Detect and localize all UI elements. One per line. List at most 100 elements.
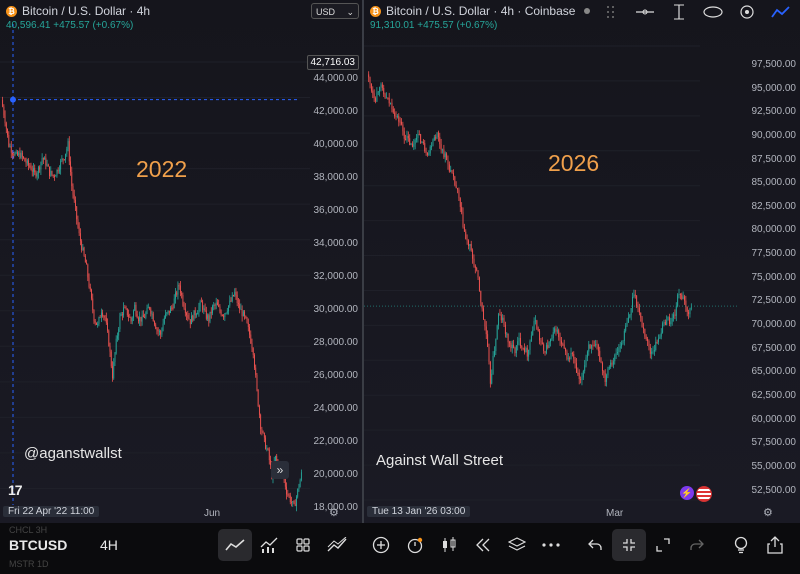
price-tick-label: 75,000.00 bbox=[751, 271, 797, 283]
candle bbox=[131, 316, 133, 325]
candle bbox=[380, 82, 382, 92]
candle bbox=[673, 312, 675, 322]
drawing-toolbar bbox=[600, 0, 800, 24]
candle bbox=[136, 310, 138, 319]
candle bbox=[181, 291, 183, 299]
right-symbol-title[interactable]: Bitcoin / U.S. Dollar · 4h · Coinbase bbox=[386, 4, 576, 18]
candle bbox=[56, 169, 58, 178]
candle bbox=[559, 332, 561, 346]
us-flag-event-icon[interactable] bbox=[696, 486, 712, 502]
interval-label[interactable]: 4H bbox=[100, 537, 118, 553]
candle bbox=[373, 89, 375, 102]
share-icon[interactable] bbox=[758, 529, 792, 561]
candle bbox=[480, 290, 482, 307]
right-price-axis[interactable]: 97,500.00 95,000.00 92,500.00 90,000.00 87,5… bbox=[738, 0, 797, 505]
candle bbox=[506, 332, 508, 338]
candle bbox=[473, 254, 475, 268]
replay-icon[interactable] bbox=[466, 529, 500, 561]
candle bbox=[108, 329, 110, 347]
candle bbox=[179, 281, 181, 297]
candle bbox=[618, 344, 620, 357]
candle bbox=[418, 130, 420, 136]
candle bbox=[455, 181, 457, 189]
alert-clock-icon[interactable] bbox=[398, 529, 432, 561]
add-icon[interactable] bbox=[364, 529, 398, 561]
candle bbox=[463, 223, 465, 232]
candle bbox=[173, 294, 175, 309]
candle bbox=[411, 141, 413, 148]
flash-event-icon[interactable]: ⚡ bbox=[680, 486, 694, 500]
candle bbox=[123, 302, 125, 318]
candle bbox=[543, 342, 545, 354]
candle bbox=[15, 149, 17, 155]
crosshair-point bbox=[10, 96, 16, 103]
candle bbox=[182, 292, 184, 307]
candle bbox=[10, 140, 12, 159]
layers-icon[interactable] bbox=[500, 529, 534, 561]
candle bbox=[160, 329, 162, 339]
undo-icon[interactable] bbox=[578, 529, 612, 561]
candle bbox=[33, 162, 34, 177]
left-symbol-title[interactable]: Bitcoin / U.S. Dollar · 4h bbox=[22, 4, 151, 18]
redo-icon[interactable] bbox=[680, 529, 714, 561]
ellipse-tool-icon[interactable] bbox=[702, 3, 724, 21]
candle bbox=[141, 310, 143, 326]
candle bbox=[592, 340, 594, 350]
layout-grid-icon[interactable] bbox=[286, 529, 320, 561]
right-date-pill: Tue 13 Jan '26 03:00 bbox=[367, 504, 471, 519]
candle bbox=[166, 311, 168, 317]
candle bbox=[489, 360, 491, 388]
candle bbox=[422, 139, 424, 145]
idea-bulb-icon[interactable] bbox=[724, 529, 758, 561]
currency-select[interactable]: USD ⌄ bbox=[311, 3, 359, 19]
price-tick-label: 97,500.00 bbox=[751, 58, 797, 70]
left-settings-icon[interactable]: ⚙ bbox=[329, 507, 339, 519]
left-candlestick-chart[interactable] bbox=[0, 0, 362, 523]
panel-divider[interactable] bbox=[362, 0, 364, 523]
candle bbox=[623, 328, 625, 346]
candle bbox=[571, 351, 573, 357]
candle bbox=[240, 303, 242, 310]
candle bbox=[251, 338, 253, 353]
candle bbox=[4, 110, 6, 127]
tradingview-logo[interactable]: 17 bbox=[8, 482, 23, 498]
right-settings-icon[interactable]: ⚙ bbox=[763, 507, 773, 519]
horizontal-line-tool-icon[interactable] bbox=[634, 3, 656, 21]
expand-icon[interactable] bbox=[646, 529, 680, 561]
candle bbox=[690, 303, 692, 311]
candle bbox=[596, 340, 598, 350]
line-chart-type-icon[interactable] bbox=[770, 3, 792, 21]
candle bbox=[686, 306, 688, 317]
candle bbox=[188, 313, 190, 320]
candle bbox=[267, 447, 269, 451]
collapse-icon[interactable] bbox=[612, 529, 646, 561]
candle bbox=[212, 304, 213, 316]
candle bbox=[8, 131, 10, 148]
vertical-line-tool-icon[interactable] bbox=[668, 3, 690, 21]
candle bbox=[126, 308, 128, 317]
right-candlestick-chart[interactable] bbox=[364, 0, 800, 523]
candle bbox=[391, 98, 393, 113]
candle bbox=[577, 367, 579, 376]
candle bbox=[573, 351, 575, 364]
trend-line-tool-icon[interactable] bbox=[218, 529, 252, 561]
drag-handle-icon[interactable] bbox=[600, 3, 622, 21]
indicators-icon[interactable] bbox=[252, 529, 286, 561]
candle bbox=[192, 314, 194, 323]
left-price-axis[interactable]: 44,000.00 42,000.00 40,000.00 38,000.00 36,0… bbox=[300, 0, 359, 513]
event-icons[interactable]: ⚡ bbox=[680, 486, 712, 502]
drawing-brush-icon[interactable] bbox=[320, 529, 354, 561]
candles-icon[interactable] bbox=[432, 529, 466, 561]
target-tool-icon[interactable] bbox=[736, 3, 758, 21]
candle bbox=[565, 347, 567, 356]
symbol-label[interactable]: BTCUSD bbox=[9, 537, 68, 553]
candle bbox=[193, 310, 195, 321]
right-chart-panel[interactable]: ₿ Bitcoin / U.S. Dollar · 4h · Coinbase … bbox=[364, 0, 800, 523]
candle bbox=[621, 340, 623, 349]
left-chart-panel[interactable]: ₿ Bitcoin / U.S. Dollar · 4h 40,596.41 +… bbox=[0, 0, 362, 523]
more-icon[interactable] bbox=[534, 529, 568, 561]
candle bbox=[255, 364, 257, 378]
candle bbox=[578, 369, 580, 385]
candle bbox=[396, 114, 398, 119]
scroll-to-latest-button[interactable]: » bbox=[271, 461, 289, 479]
